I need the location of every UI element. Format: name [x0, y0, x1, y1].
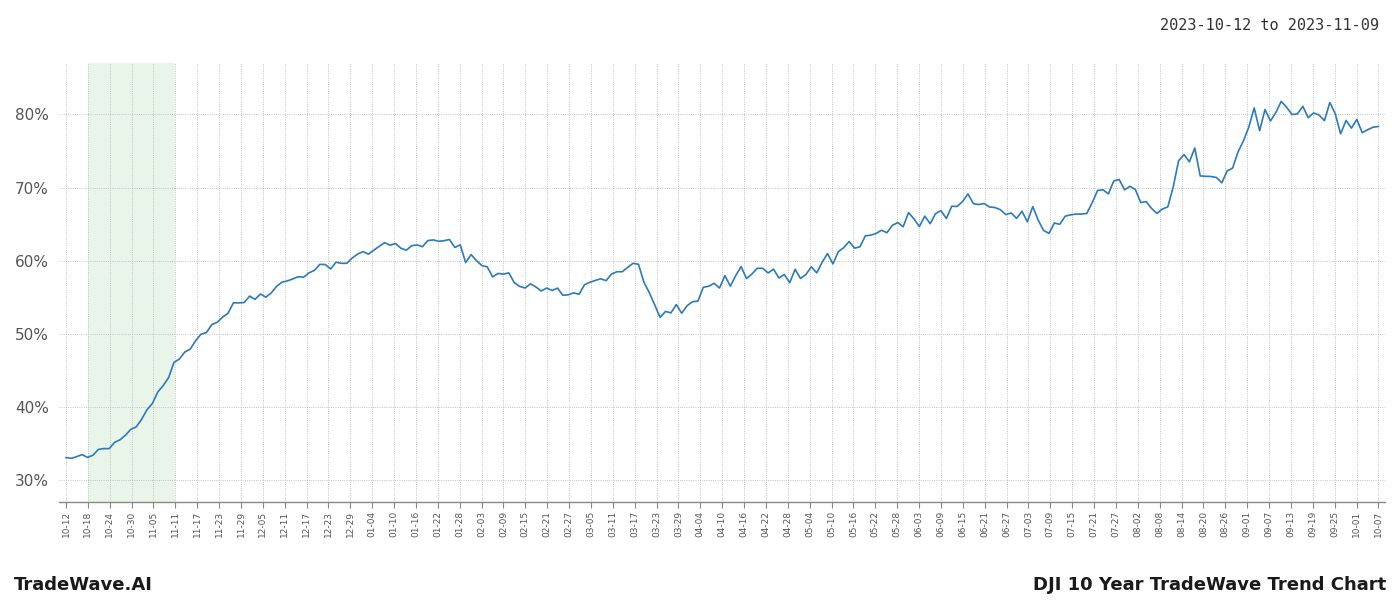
Text: DJI 10 Year TradeWave Trend Chart: DJI 10 Year TradeWave Trend Chart: [1033, 576, 1386, 594]
Text: 2023-10-12 to 2023-11-09: 2023-10-12 to 2023-11-09: [1161, 18, 1379, 33]
Text: TradeWave.AI: TradeWave.AI: [14, 576, 153, 594]
Bar: [88, 63, 175, 502]
